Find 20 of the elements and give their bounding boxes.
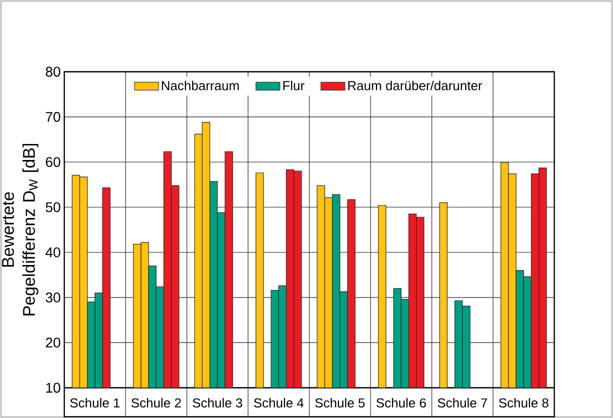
legend-label: Flur (283, 80, 304, 90)
x-tick-label: Schule 7 (438, 398, 488, 408)
y-tick-label: 20 (46, 338, 60, 348)
y-tick-label: 40 (46, 247, 60, 258)
y-tick-label: 50 (46, 202, 60, 212)
y-tick-label: 60 (46, 157, 60, 168)
y-tick-label: 10 (46, 382, 60, 393)
y-tick-label: 30 (46, 292, 60, 302)
legend-label: Nachbarraum (162, 80, 239, 90)
y-tick-label: 70 (46, 112, 60, 122)
legend-label: Raum darüber/darunter (348, 80, 482, 90)
x-tick-label: Schule 6 (376, 398, 426, 408)
x-tick-label: Schule 8 (498, 398, 548, 408)
y-tick-label: 80 (46, 66, 60, 77)
x-tick-label: Schule 4 (254, 398, 304, 408)
x-tick-label: Schule 3 (192, 398, 242, 408)
y-axis-title: Bewertete Pegeldifferenz D$_{W}$ [dB] (2, 144, 38, 316)
x-tick-label: Schule 2 (131, 398, 181, 408)
x-tick-label: Schule 1 (70, 398, 120, 408)
x-tick-label: Schule 5 (315, 398, 365, 408)
